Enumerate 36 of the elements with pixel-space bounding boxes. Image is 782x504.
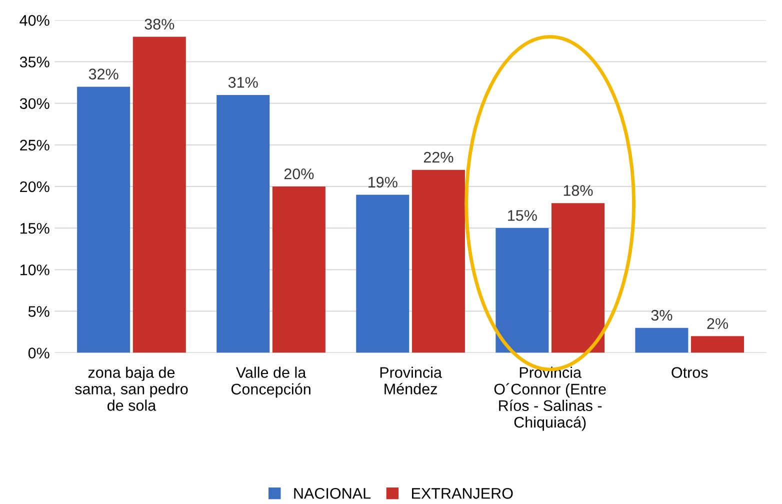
y-tick-label: 10% (20, 264, 50, 276)
bar (356, 194, 410, 353)
bar (272, 186, 326, 353)
y-tick-label: 25% (20, 140, 50, 151)
data-label: 3% (651, 310, 672, 321)
legend-label: EXTRANJERO (412, 488, 513, 499)
x-tick-label: Valle de la Concepción (231, 366, 310, 398)
data-label: 38% (144, 18, 174, 30)
bar (412, 170, 465, 353)
x-tick-label: zona baja de sama, san pedro de sola (75, 366, 188, 411)
data-label: 2% (707, 318, 728, 329)
bar (216, 95, 270, 353)
data-label: 32% (88, 68, 118, 80)
x-tick-label: Provincia Méndez (380, 366, 442, 394)
data-label: 22% (424, 152, 454, 163)
y-tick-label: 30% (20, 98, 50, 110)
bar (635, 328, 688, 353)
bar (132, 36, 186, 353)
bar (77, 86, 130, 353)
x-tick-label: Otros (672, 367, 708, 378)
bar (496, 228, 549, 353)
data-label: 31% (228, 77, 258, 88)
y-tick-label: 0% (28, 348, 50, 358)
y-tick-label: 15% (20, 222, 50, 234)
legend-label: NACIONAL (294, 488, 371, 499)
bar (551, 203, 604, 353)
y-tick-label: 20% (20, 181, 50, 192)
data-label: 19% (368, 176, 398, 188)
y-tick-label: 40% (20, 15, 50, 26)
x-tick-label: Provincia O´Connor (Entre Ríos - Salinas - Chiquiacá) (494, 366, 606, 431)
data-label: 20% (284, 168, 314, 180)
data-label: 15% (508, 210, 537, 221)
bar (691, 336, 744, 353)
data-label: 18% (564, 185, 593, 196)
y-tick-label: 5% (28, 306, 50, 317)
y-tick-label: 35% (20, 56, 50, 68)
